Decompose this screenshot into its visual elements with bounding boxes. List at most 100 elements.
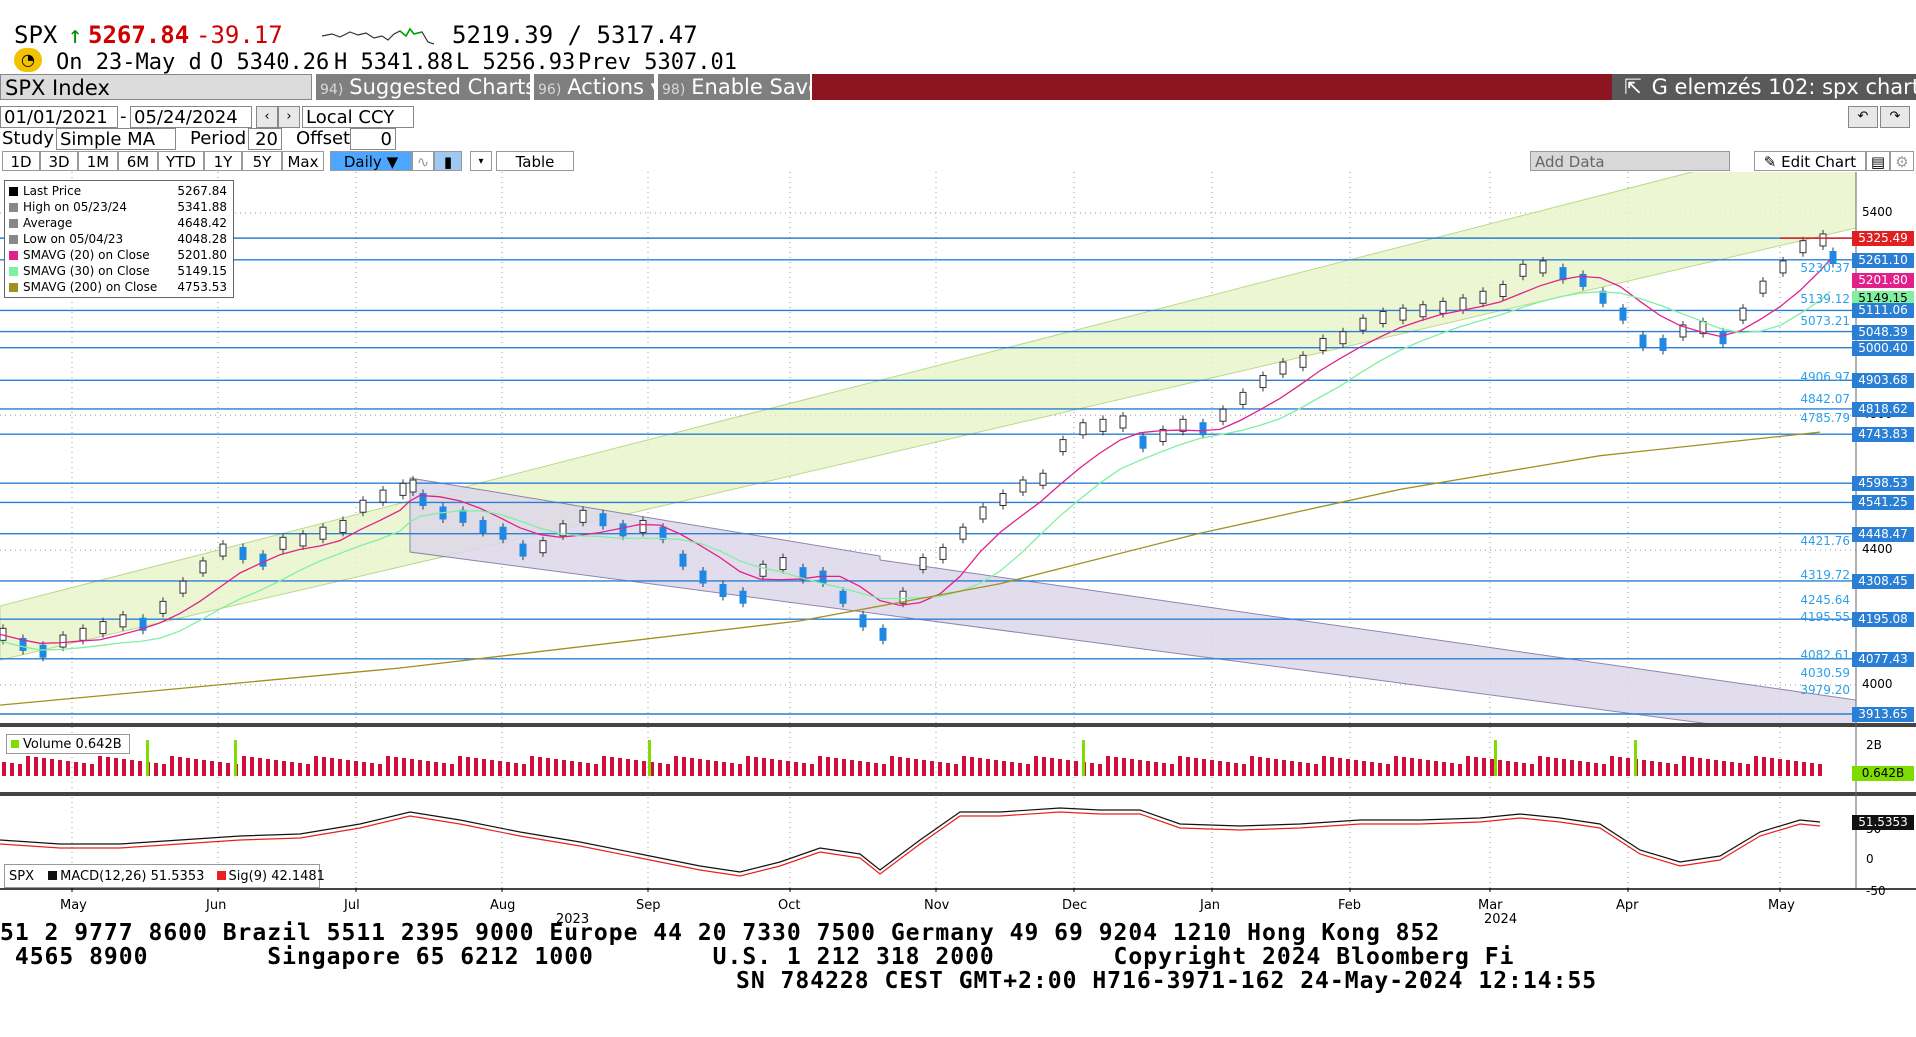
candle: [1019, 479, 1027, 493]
enable-save-button[interactable]: 98) Enable Save: [658, 74, 821, 100]
chart-settings-icon[interactable]: ▤: [1866, 151, 1890, 171]
volume-bar: [514, 763, 518, 776]
redo-icon[interactable]: ↷: [1880, 106, 1910, 128]
legend-value: 5149.15: [177, 264, 227, 278]
price-chart[interactable]: [0, 172, 1916, 892]
scroll-left-icon[interactable]: ‹: [256, 106, 278, 128]
candle: [639, 519, 647, 533]
undo-icon[interactable]: ↶: [1848, 106, 1878, 128]
period-button-3d[interactable]: 3D: [40, 151, 78, 171]
candle: [379, 489, 387, 503]
volume-bar: [666, 764, 670, 776]
volume-bar: [1314, 764, 1318, 776]
scroll-right-icon[interactable]: ›: [278, 106, 300, 128]
volume-bar: [1770, 758, 1774, 776]
volume-bar: [1578, 761, 1582, 776]
legend-label: High on 05/23/24: [23, 200, 128, 214]
period-button-ytd[interactable]: YTD: [158, 151, 204, 171]
volume-bar: [1274, 759, 1278, 776]
volume-bar: [890, 756, 894, 776]
period-button-6m[interactable]: 6M: [118, 151, 158, 171]
volume-bar: [1338, 758, 1342, 776]
period-button-1m[interactable]: 1M: [78, 151, 118, 171]
offset-input[interactable]: 0: [350, 128, 396, 150]
candle: [699, 570, 707, 584]
gear-icon[interactable]: ⚙: [1890, 151, 1914, 171]
volume-bar: [322, 757, 326, 776]
period-button-1y[interactable]: 1Y: [204, 151, 242, 171]
volume-bar: [570, 761, 574, 776]
candle: [1759, 280, 1767, 294]
price-tick: 4400: [1862, 542, 1893, 557]
volume-bar: [1698, 758, 1702, 776]
candle: [1219, 408, 1227, 422]
volume-bar: [714, 761, 718, 776]
study-select[interactable]: Simple MA: [56, 128, 176, 150]
month-label: Feb: [1338, 898, 1362, 913]
security-input[interactable]: SPX Index: [0, 74, 312, 100]
legend-swatch: [9, 219, 18, 228]
panel-divider: [0, 888, 1916, 890]
volume-bar: [962, 756, 966, 776]
volume-bar: [1714, 760, 1718, 776]
candle: [1799, 240, 1807, 254]
period-button-max[interactable]: Max: [282, 151, 324, 171]
table-button[interactable]: Table: [496, 151, 574, 171]
level-label: 5073.21: [1800, 314, 1850, 329]
volume-spike: [1494, 740, 1497, 776]
volume-bar: [1218, 761, 1222, 776]
volume-bar: [18, 764, 22, 776]
suggested-charts-button[interactable]: 94) Suggested Charts ▾: [316, 74, 553, 100]
level-label: 3979.20: [1800, 682, 1850, 697]
volume-bar: [738, 764, 742, 776]
volume-bar: [466, 757, 470, 776]
volume-bar: [1690, 757, 1694, 776]
dropdown-icon[interactable]: ▾: [470, 151, 492, 171]
edit-chart-button[interactable]: ✎ Edit Chart: [1754, 151, 1866, 171]
volume-bar: [1434, 761, 1438, 776]
legend-row: SMAVG (200) on Close 4753.53: [9, 279, 229, 295]
period-input[interactable]: 20: [248, 128, 282, 150]
period-button-1d[interactable]: 1D: [2, 151, 40, 171]
volume-bar: [1506, 761, 1510, 776]
volume-bar: [1130, 759, 1134, 776]
period-button-5y[interactable]: 5Y: [242, 151, 282, 171]
currency-select[interactable]: Local CCY: [302, 106, 414, 128]
volume-bar: [1098, 764, 1102, 776]
candle: [659, 526, 667, 540]
volume-bar: [370, 763, 374, 776]
chart-title[interactable]: ⇱ G elemzés 102: spx chart: [1612, 74, 1916, 100]
candle-style-icon[interactable]: ▮: [434, 151, 462, 171]
open-value: O 5340.26: [210, 50, 330, 75]
candle: [399, 482, 407, 496]
legend-label: Low on 05/04/23: [23, 232, 124, 246]
alert-bell-icon[interactable]: ◔: [14, 48, 42, 72]
candle: [99, 621, 107, 635]
start-date-field[interactable]: 01/01/2021: [0, 106, 118, 128]
volume-bar: [330, 758, 334, 776]
level-label: 4906.97: [1800, 370, 1850, 385]
legend-value: 4048.28: [177, 232, 227, 246]
popout-icon[interactable]: ⇱: [1624, 75, 1642, 99]
candle: [1499, 284, 1507, 298]
volume-bar: [122, 759, 126, 776]
volume-bar: [1738, 763, 1742, 776]
volume-bar: [530, 756, 534, 776]
candle: [679, 553, 687, 567]
volume-bar: [1442, 762, 1446, 776]
volume-bar: [106, 757, 110, 776]
up-arrow-icon: ↑: [68, 21, 83, 49]
candle: [1319, 337, 1327, 351]
frequency-select[interactable]: Daily ▼: [330, 151, 412, 171]
candle: [1819, 233, 1827, 247]
line-style-icon[interactable]: ∿: [412, 151, 434, 171]
actions-button[interactable]: 96) Actions ▾: [534, 74, 661, 100]
end-date-field[interactable]: 05/24/2024: [130, 106, 252, 128]
candle: [899, 590, 907, 604]
candle: [1039, 472, 1047, 486]
volume-bar: [786, 761, 790, 776]
volume-bar: [1298, 762, 1302, 776]
security-quote-line: SPX ↑ 5267.84 -39.17 5219.39 / 5317.47: [0, 18, 1916, 52]
add-data-field[interactable]: Add Data: [1530, 151, 1730, 171]
on-date: On 23-May d: [56, 50, 202, 75]
